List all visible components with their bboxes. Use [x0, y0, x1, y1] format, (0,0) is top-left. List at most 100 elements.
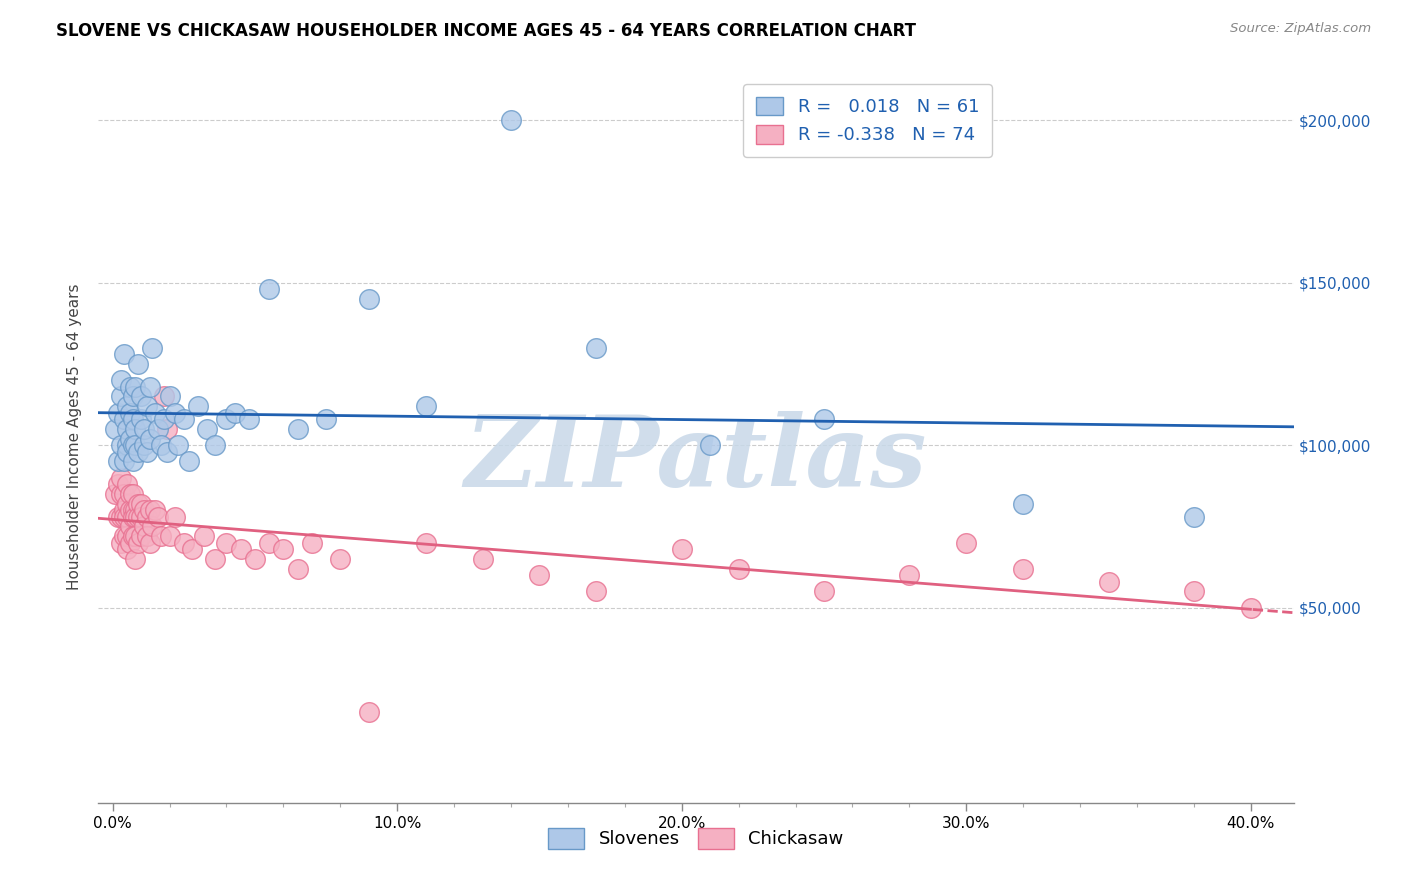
Point: [195, 422, 218, 436]
Point: [127, 535, 149, 549]
Point: [110, 487, 132, 501]
Point: [585, 584, 607, 599]
Point: [204, 552, 226, 566]
Point: [118, 432, 141, 446]
Text: Source: ZipAtlas.com: Source: ZipAtlas.com: [1230, 22, 1371, 36]
Point: [104, 422, 127, 436]
Point: [118, 503, 141, 517]
Point: [115, 477, 138, 491]
Point: [813, 584, 835, 599]
Point: [159, 389, 181, 403]
Point: [138, 503, 160, 517]
Point: [415, 535, 437, 549]
Point: [132, 422, 155, 436]
Point: [121, 412, 143, 426]
Point: [135, 529, 157, 543]
Point: [329, 552, 352, 566]
Point: [150, 529, 173, 543]
Point: [224, 406, 246, 420]
Point: [156, 444, 179, 458]
Point: [135, 444, 157, 458]
Point: [110, 438, 132, 452]
Point: [165, 509, 187, 524]
Point: [167, 438, 190, 452]
Point: [287, 422, 309, 436]
Point: [243, 552, 266, 566]
Point: [204, 438, 226, 452]
Point: [110, 535, 132, 549]
Point: [141, 341, 163, 355]
Point: [112, 509, 135, 524]
Point: [121, 487, 143, 501]
Point: [124, 529, 146, 543]
Point: [115, 497, 138, 511]
Point: [124, 552, 146, 566]
Point: [143, 503, 166, 517]
Point: [1182, 509, 1205, 524]
Point: [107, 406, 129, 420]
Point: [499, 113, 522, 128]
Point: [118, 487, 141, 501]
Legend: Slovenes, Chickasaw: Slovenes, Chickasaw: [541, 821, 851, 856]
Point: [129, 509, 152, 524]
Point: [215, 535, 238, 549]
Point: [127, 509, 149, 524]
Point: [165, 406, 187, 420]
Point: [115, 438, 138, 452]
Point: [671, 542, 693, 557]
Point: [124, 380, 146, 394]
Point: [129, 412, 152, 426]
Point: [121, 454, 143, 468]
Point: [173, 412, 195, 426]
Point: [121, 529, 143, 543]
Point: [115, 509, 138, 524]
Point: [1182, 584, 1205, 599]
Point: [115, 542, 138, 557]
Point: [727, 562, 749, 576]
Point: [179, 454, 201, 468]
Point: [1012, 562, 1035, 576]
Point: [357, 705, 380, 719]
Point: [124, 422, 146, 436]
Point: [135, 509, 157, 524]
Point: [110, 373, 132, 387]
Point: [273, 542, 295, 557]
Point: [112, 412, 135, 426]
Point: [156, 422, 179, 436]
Point: [1240, 600, 1263, 615]
Point: [143, 406, 166, 420]
Point: [115, 444, 138, 458]
Point: [127, 497, 149, 511]
Point: [115, 399, 138, 413]
Point: [193, 529, 215, 543]
Point: [415, 399, 437, 413]
Point: [127, 444, 149, 458]
Y-axis label: Householder Income Ages 45 - 64 years: Householder Income Ages 45 - 64 years: [67, 284, 83, 591]
Point: [315, 412, 337, 426]
Text: ZIPatlas: ZIPatlas: [465, 411, 927, 508]
Point: [118, 380, 141, 394]
Point: [699, 438, 721, 452]
Point: [187, 399, 209, 413]
Point: [229, 542, 252, 557]
Point: [124, 503, 146, 517]
Point: [150, 438, 173, 452]
Point: [107, 477, 129, 491]
Point: [159, 529, 181, 543]
Point: [898, 568, 921, 582]
Point: [129, 529, 152, 543]
Point: [107, 509, 129, 524]
Point: [138, 535, 160, 549]
Point: [110, 389, 132, 403]
Point: [529, 568, 551, 582]
Point: [135, 399, 157, 413]
Point: [129, 389, 152, 403]
Point: [112, 454, 135, 468]
Point: [132, 438, 155, 452]
Point: [138, 432, 160, 446]
Point: [121, 389, 143, 403]
Point: [1012, 497, 1035, 511]
Point: [471, 552, 494, 566]
Point: [141, 519, 163, 533]
Point: [153, 412, 176, 426]
